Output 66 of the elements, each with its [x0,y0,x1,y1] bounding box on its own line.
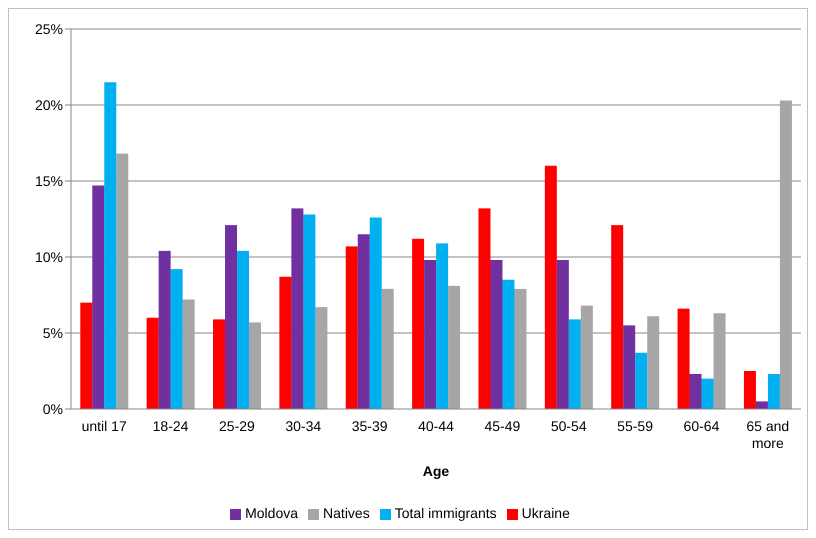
bar [315,307,328,409]
x-tick-label: 18-24 [152,418,189,434]
bar [514,288,526,409]
bar [358,234,370,409]
x-tick-label: 30-34 [285,418,322,434]
bar [556,260,569,409]
y-tick-label: 0% [42,400,63,417]
legend-label: Total immigrants [394,505,497,521]
bar [478,208,490,409]
bar [249,322,262,409]
legend-label: Natives [323,505,370,521]
bar [80,302,92,409]
bar [502,280,514,409]
y-tick-label: 10% [34,248,63,265]
bar [647,316,660,409]
bar [237,250,250,409]
bar [436,243,448,409]
bar [690,374,702,409]
x-tick-label: until 17 [82,418,127,434]
bar [170,269,183,409]
x-axis-title: Age [422,462,450,479]
bar [225,225,238,409]
bar [146,318,159,409]
y-tick-label: 20% [34,96,63,113]
bar [448,286,460,409]
bar [780,100,792,409]
y-tick-label: 25% [34,20,63,37]
bar [544,166,557,409]
x-tick-label: 55-59 [617,418,654,434]
legend-label: Ukraine [522,505,570,521]
bar [702,378,714,409]
bar [490,260,502,409]
bar [611,225,624,409]
bar [346,246,358,409]
bar [92,186,104,409]
bar [412,238,424,409]
bar [678,308,690,409]
bar [568,319,581,409]
x-tick-label: 25-29 [219,418,256,434]
bar [768,374,780,409]
bar [104,82,116,409]
bar [116,154,128,409]
bar [580,306,593,409]
bar [424,260,436,409]
legend-label: Moldova [245,505,298,521]
bar [623,325,636,409]
x-tick-label: 40-44 [418,418,454,434]
bar [744,371,756,409]
bar [182,300,195,409]
bar [370,217,382,409]
y-tick-label: 5% [42,324,63,341]
bar [213,319,226,409]
y-tick-label: 15% [34,172,63,189]
x-tick-label: 60-64 [684,418,720,434]
bar [279,276,292,409]
x-tick-label: 35-39 [352,418,388,434]
bar [303,214,316,409]
bar [756,401,768,409]
bar [714,313,726,409]
x-tick-label: 45-49 [484,418,520,434]
bar [382,288,394,409]
bar [635,352,648,409]
x-tick-label: 65 and more [746,418,790,451]
x-tick-label: 50-54 [550,418,587,434]
bar [158,250,171,409]
bar [291,208,304,409]
